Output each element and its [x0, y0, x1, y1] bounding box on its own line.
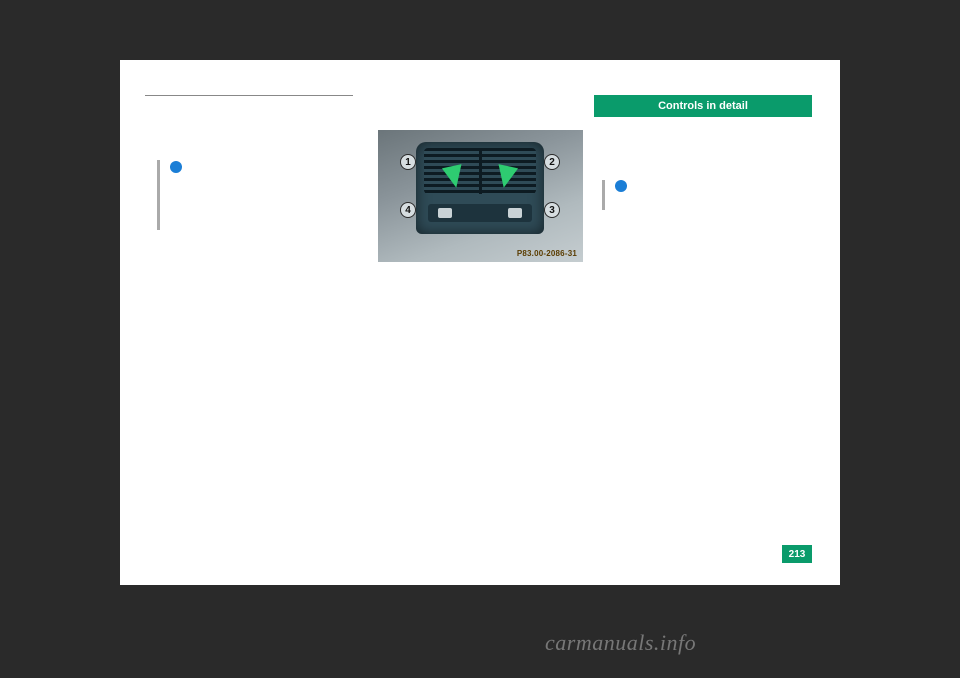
info-bar-left [157, 160, 160, 230]
callout-4: 4 [400, 202, 416, 218]
vent-slider-knob [438, 208, 452, 218]
vent-slider-knob [508, 208, 522, 218]
header-rule [145, 95, 353, 96]
watermark-text: carmanuals.info [545, 630, 696, 656]
page-number-label: 213 [789, 549, 806, 560]
callout-label: 1 [405, 157, 411, 168]
callout-label: 4 [405, 205, 411, 216]
callout-2: 2 [544, 154, 560, 170]
section-tab-label: Controls in detail [658, 100, 748, 112]
page-number-tab: 213 [782, 545, 812, 563]
info-dot-icon [615, 180, 627, 192]
section-tab: Controls in detail [594, 95, 812, 117]
photo-id-label: P83.00-2086-31 [517, 249, 577, 258]
airflow-arrow-icon [442, 164, 466, 190]
callout-3: 3 [544, 202, 560, 218]
callout-label: 3 [549, 205, 555, 216]
callout-1: 1 [400, 154, 416, 170]
callout-label: 2 [549, 157, 555, 168]
vent-grille-divider [479, 148, 482, 194]
info-dot-icon [170, 161, 182, 173]
info-bar-right [602, 180, 605, 210]
rear-vent-photo: 1 2 3 4 P83.00-2086-31 [378, 130, 583, 262]
